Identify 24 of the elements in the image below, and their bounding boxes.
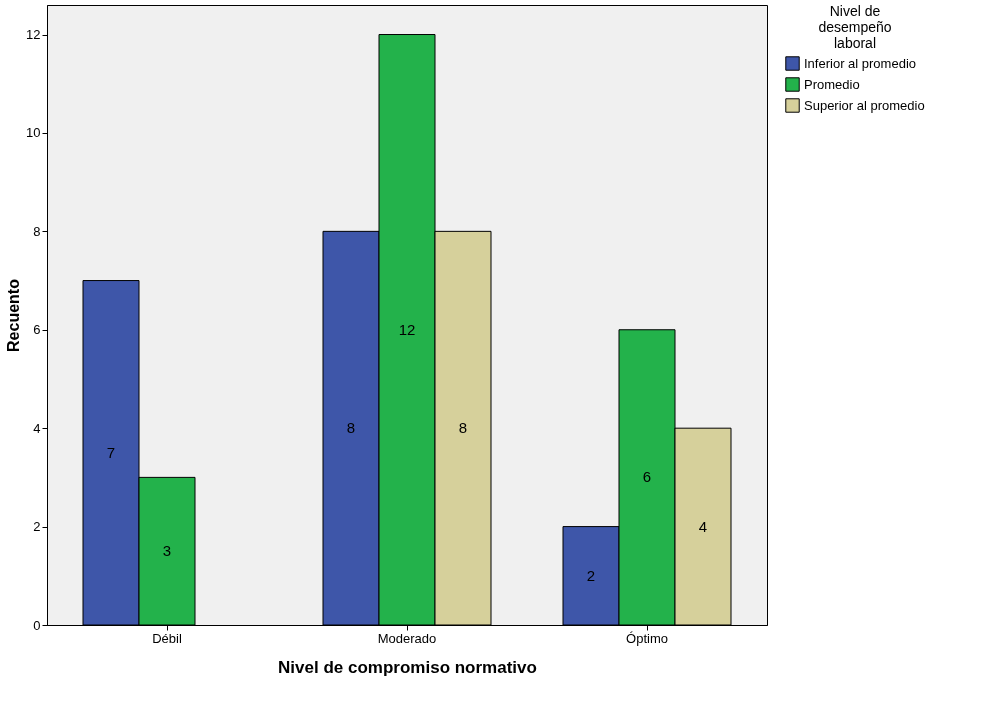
y-tick-label: 4: [33, 420, 41, 436]
legend-label: Inferior al promedio: [804, 55, 916, 71]
data-label: 3: [162, 542, 172, 560]
y-tick-label: 6: [33, 322, 41, 338]
data-label: 8: [346, 419, 356, 437]
y-axis-title: Recuento: [5, 278, 23, 352]
y-tick-label: 0: [33, 617, 41, 633]
y-tick-label: 8: [33, 223, 41, 239]
data-label: 2: [586, 566, 596, 584]
x-tick-label: Moderado: [377, 630, 437, 646]
data-label: 6: [642, 468, 652, 486]
x-tick-label: Débil: [152, 630, 182, 646]
x-axis-title: Nivel de compromiso normativo: [278, 657, 537, 677]
legend-label: Promedio: [804, 76, 860, 92]
y-tick-label: 2: [33, 519, 41, 535]
y-tick-label: 10: [26, 125, 41, 141]
data-label: 4: [698, 517, 708, 535]
legend-title: Nivel de desempeño laboral: [818, 3, 892, 51]
data-label: 7: [106, 443, 116, 461]
data-label: 8: [458, 419, 468, 437]
data-label: 12: [398, 320, 416, 338]
y-tick-label: 12: [26, 27, 41, 43]
legend-label: Superior al promedio: [804, 97, 925, 113]
x-tick-label: Óptimo: [626, 630, 668, 646]
